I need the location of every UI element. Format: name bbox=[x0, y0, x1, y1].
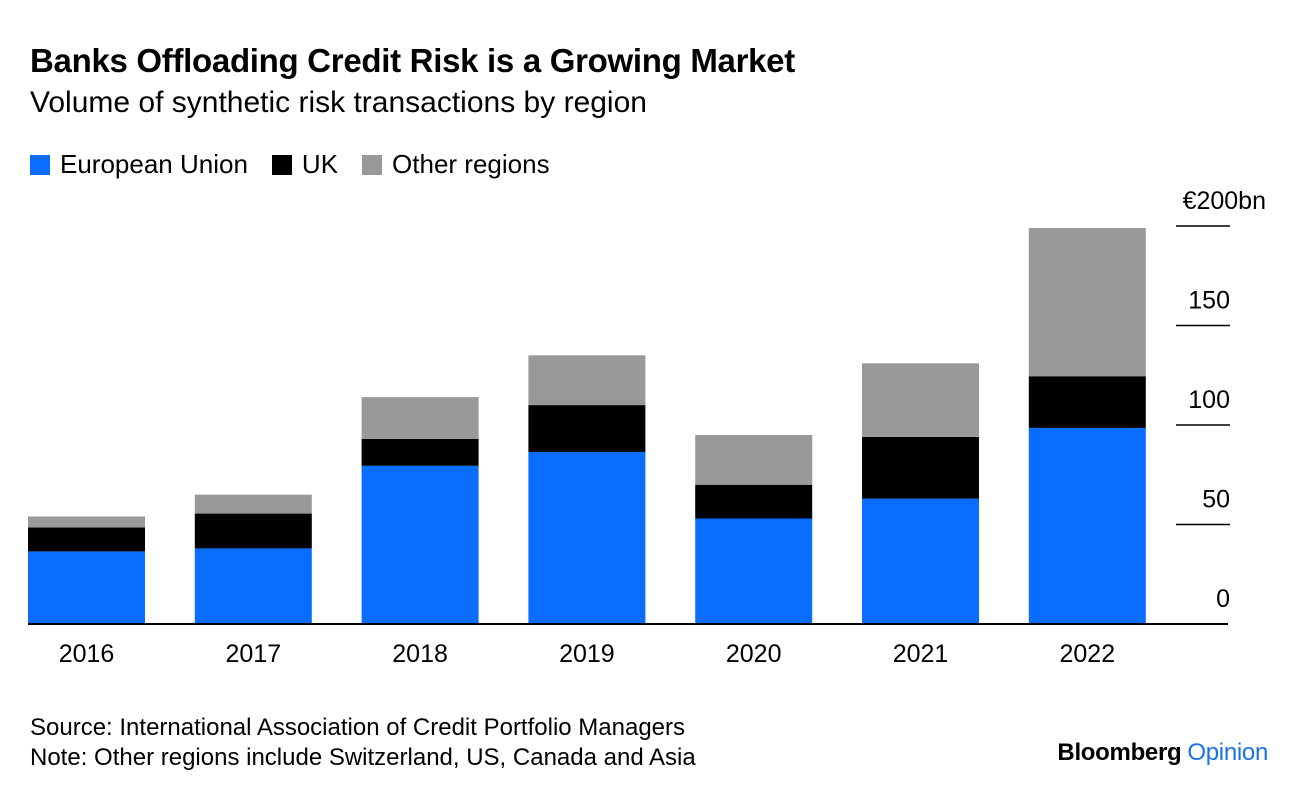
legend-label-uk: UK bbox=[301, 149, 339, 179]
bar-eu-2021 bbox=[862, 498, 979, 624]
bar-eu-2019 bbox=[528, 451, 646, 624]
regions-note: Note: Other regions include Switzerland,… bbox=[30, 744, 696, 771]
brand-name: Bloomberg bbox=[1057, 739, 1182, 766]
x-tick-label-2018: 2018 bbox=[392, 640, 448, 668]
brand-section: Opinion bbox=[1187, 739, 1268, 766]
bar-other-2020 bbox=[695, 435, 813, 485]
bar-uk-2022 bbox=[1028, 376, 1146, 428]
legend: European Union UK Other regions bbox=[30, 149, 574, 180]
chart-subtitle: Volume of synthetic risk transactions by… bbox=[30, 86, 647, 119]
bar-uk-2016 bbox=[28, 527, 145, 552]
bar-other-2022 bbox=[1028, 228, 1146, 377]
bar-eu-2022 bbox=[1028, 428, 1146, 624]
x-tick-label-2021: 2021 bbox=[893, 640, 949, 668]
bar-eu-2017 bbox=[194, 548, 312, 624]
y-tick-label-100: 100 bbox=[1188, 386, 1230, 414]
bar-uk-2020 bbox=[695, 484, 813, 519]
bar-eu-2016 bbox=[28, 551, 145, 624]
x-tick-label-2020: 2020 bbox=[726, 640, 782, 668]
bar-uk-2017 bbox=[194, 513, 312, 549]
y-tick-label-0: 0 bbox=[1216, 585, 1230, 613]
chart-title: Banks Offloading Credit Risk is a Growin… bbox=[30, 42, 795, 79]
x-tick-label-2016: 2016 bbox=[59, 640, 115, 668]
x-tick-label-2017: 2017 bbox=[225, 640, 281, 668]
bar-other-2017 bbox=[194, 494, 312, 514]
bar-other-2018 bbox=[361, 397, 479, 439]
y-tick-label-50: 50 bbox=[1202, 486, 1230, 514]
stacked-bar-chart: 2016 2017 2018 2019 2020 2021 2022 0 50 100 150 €20… bbox=[28, 187, 1266, 668]
legend-label-eu: European Union bbox=[60, 149, 248, 179]
bar-uk-2019 bbox=[528, 405, 646, 452]
bar-other-2021 bbox=[862, 363, 979, 437]
x-tick-label-2022: 2022 bbox=[1059, 640, 1115, 668]
bar-eu-2018 bbox=[361, 465, 479, 624]
legend-item-uk: UK bbox=[271, 149, 339, 180]
bar-eu-2020 bbox=[695, 518, 813, 624]
source-note: Source: International Association of Cre… bbox=[30, 714, 686, 741]
bar-other-2016 bbox=[28, 516, 145, 528]
y-tick-label-150: 150 bbox=[1188, 287, 1230, 315]
legend-swatch-uk bbox=[271, 154, 292, 175]
bar-other-2019 bbox=[528, 355, 646, 406]
legend-item-eu: European Union bbox=[30, 149, 248, 180]
legend-label-other: Other regions bbox=[392, 149, 550, 179]
brand-logo: Bloomberg Opinion bbox=[1057, 739, 1268, 767]
bar-uk-2018 bbox=[361, 438, 479, 466]
legend-swatch-eu bbox=[30, 154, 50, 175]
y-tick-label-200: €200bn bbox=[1183, 187, 1266, 215]
bar-uk-2021 bbox=[862, 436, 979, 499]
x-tick-label-2019: 2019 bbox=[559, 640, 615, 668]
legend-item-other: Other regions bbox=[362, 149, 550, 180]
legend-swatch-other bbox=[362, 154, 383, 175]
